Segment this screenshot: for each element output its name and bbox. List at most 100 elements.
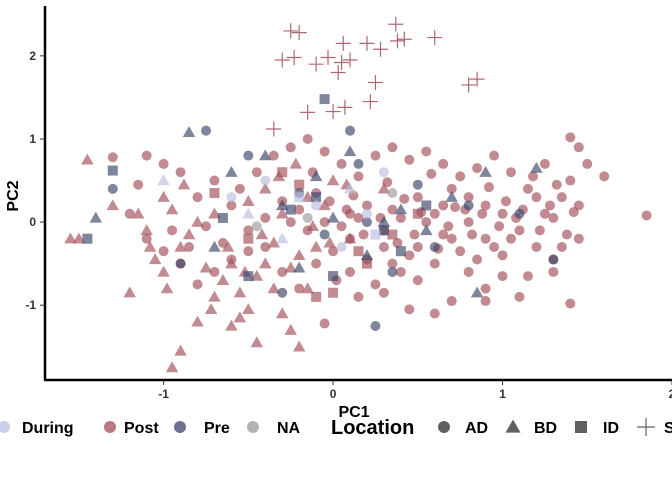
data-point-pre-bd (208, 240, 221, 252)
data-point-post-ad (277, 266, 288, 277)
data-point-post-id (294, 179, 305, 190)
data-point-during-id (370, 229, 381, 240)
data-point-post-ad (387, 142, 398, 153)
legend-label-s: S (664, 420, 672, 437)
data-point-post-bd (284, 261, 297, 273)
data-point-post-ad (551, 179, 562, 190)
data-point-post-ad (429, 208, 440, 219)
data-point-post-ad (446, 296, 457, 307)
data-point-post-ad (409, 229, 420, 240)
data-point-post-ad (446, 233, 457, 244)
data-point-post-bd (259, 257, 272, 269)
data-point-post-ad (370, 279, 381, 290)
legend-key-pre (174, 421, 186, 433)
legend-key-s (637, 418, 655, 436)
legend-title-location: Location (331, 417, 414, 439)
data-point-post-ad (455, 171, 466, 182)
data-point-post-ad (404, 154, 415, 165)
data-point-post-ad (412, 192, 423, 203)
y-tick-label: 0 (29, 215, 36, 229)
data-point-pre-bd (275, 199, 289, 211)
data-point-post-ad (358, 229, 369, 240)
legend-label-id: ID (603, 420, 619, 437)
data-point-post-ad (209, 175, 220, 186)
data-point-during-ad (311, 200, 322, 211)
data-point-post-s (325, 104, 341, 120)
data-point-post-ad (539, 158, 550, 169)
data-point-post-s (291, 25, 307, 41)
data-point-post-ad (285, 142, 296, 153)
data-point-post-ad (438, 229, 449, 240)
data-point-post-ad (573, 142, 584, 153)
data-point-post-ad (370, 150, 381, 161)
legend-label-pre: Pre (204, 420, 230, 437)
data-point-post-ad (209, 266, 220, 277)
data-point-post-ad (480, 296, 491, 307)
data-point-post-ad (392, 237, 403, 248)
data-point-post-bd (267, 282, 281, 294)
data-point-pre-bd (89, 211, 103, 223)
data-point-post-bd (165, 361, 179, 373)
data-point-post-ad (319, 318, 330, 329)
y-tick-label: 1 (29, 132, 36, 146)
data-point-post-ad (531, 192, 542, 203)
data-point-post-bd (204, 303, 218, 315)
data-point-post-ad (556, 242, 567, 253)
data-point-post-bd (306, 219, 319, 231)
data-point-post-s (337, 99, 353, 115)
data-point-post-ad (494, 221, 505, 232)
data-point-post-bd (225, 257, 238, 269)
data-point-post-ad (548, 266, 559, 277)
data-point-pre-bd (479, 165, 492, 177)
data-point-pre-ad (548, 254, 559, 265)
data-point-post-ad (472, 163, 483, 174)
data-point-post-ad (260, 212, 271, 223)
data-point-post-ad (539, 208, 550, 219)
data-point-post-id (328, 287, 339, 298)
data-point-post-ad (438, 200, 449, 211)
data-point-post-bd (216, 274, 230, 285)
data-point-pre-id (285, 204, 296, 215)
data-point-post-bd (292, 249, 306, 261)
data-point-post-bd (233, 311, 247, 323)
data-point-post-ad (477, 208, 488, 219)
data-point-pre-bd (445, 190, 458, 202)
x-tick-label: -1 (158, 387, 169, 401)
data-point-pre-id (319, 94, 330, 105)
data-point-post-bd (182, 228, 196, 240)
data-point-post-ad (353, 171, 364, 182)
data-point-post-id (387, 229, 398, 240)
data-point-pre-bd (394, 203, 408, 215)
data-point-post-ad (599, 171, 610, 182)
legend-label-bd: BD (534, 420, 557, 437)
data-point-post-ad (285, 217, 296, 228)
data-point-pre-ad (200, 125, 211, 136)
data-point-post-s (335, 35, 351, 51)
data-point-post-ad (395, 266, 406, 277)
data-point-post-ad (426, 168, 437, 179)
data-point-post-ad (353, 291, 364, 302)
data-point-pre-ad (463, 200, 474, 211)
data-point-post-bd (174, 344, 187, 356)
data-points (64, 16, 652, 373)
data-point-post-ad (243, 225, 254, 236)
data-point-post-ad (133, 179, 144, 190)
data-point-post-ad (421, 217, 432, 228)
data-point-post-id (209, 188, 220, 198)
data-point-post-s (367, 74, 383, 90)
data-point-during-bd (157, 174, 170, 186)
data-point-pre-id (311, 192, 322, 203)
data-point-post-ad (268, 150, 279, 161)
data-point-post-s (342, 52, 358, 68)
data-point-post-bd (225, 319, 238, 331)
data-point-post-bd (72, 232, 86, 244)
data-point-post-bd (323, 236, 336, 248)
data-point-post-bd (81, 153, 94, 165)
data-point-pre-ad (277, 287, 288, 298)
legend-label-ad: AD (465, 420, 488, 437)
data-point-post-s (388, 16, 404, 32)
data-point-post-bd (191, 315, 204, 327)
data-point-pre-bd (309, 170, 323, 182)
data-point-na-ad (251, 221, 262, 232)
data-point-during-ad (361, 208, 372, 219)
